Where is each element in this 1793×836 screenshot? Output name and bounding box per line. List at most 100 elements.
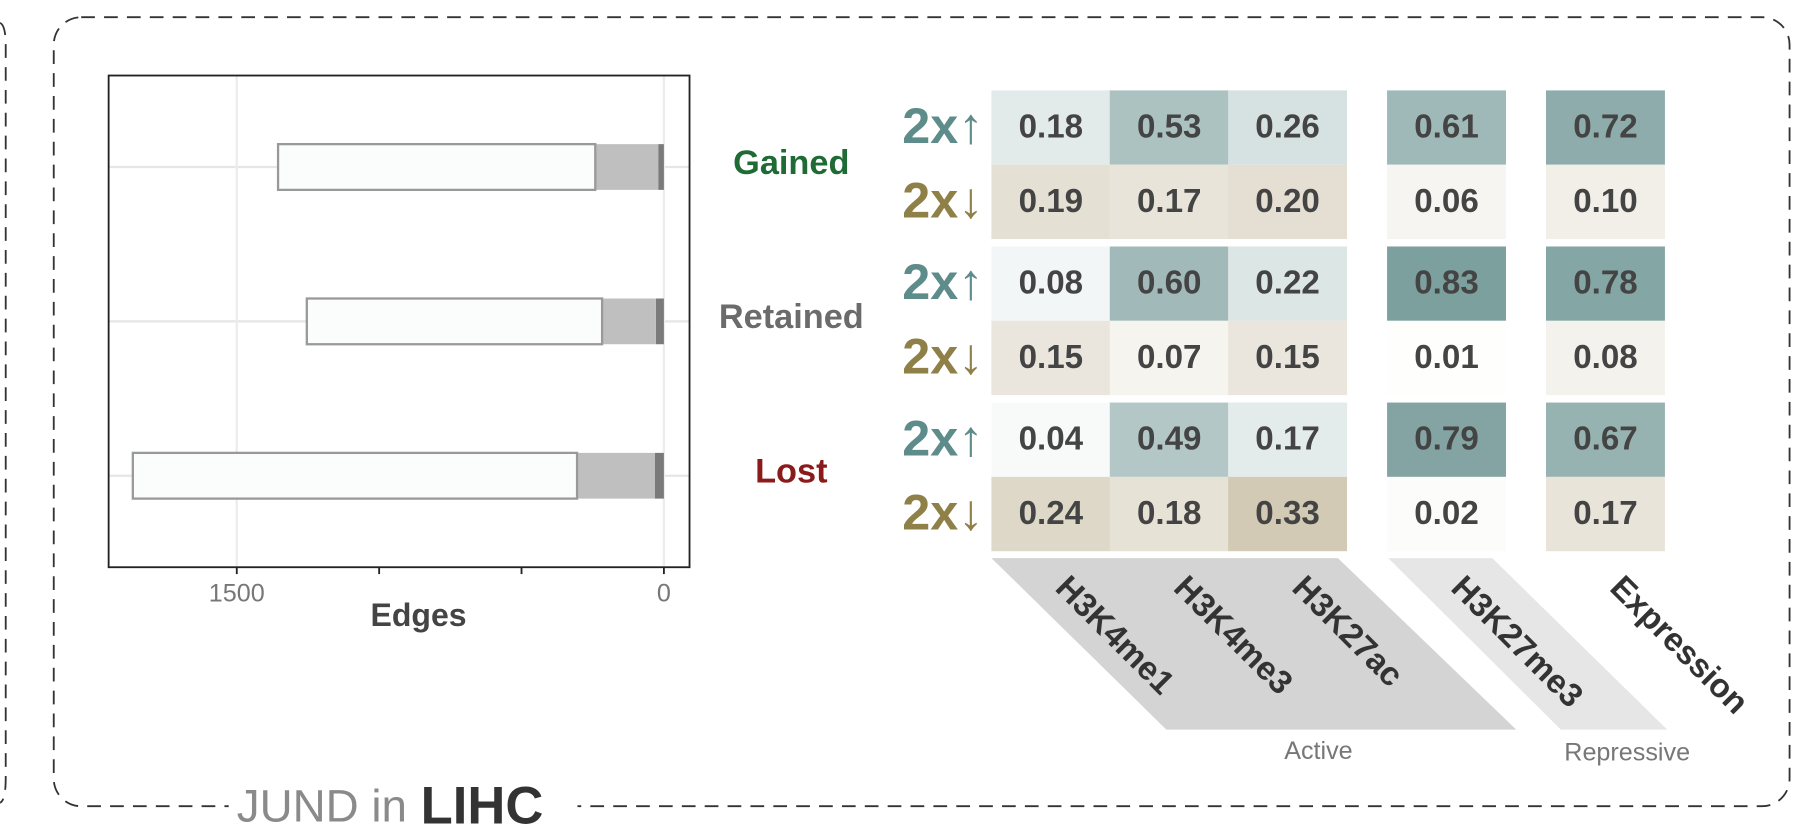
cell-label: 0.26 xyxy=(1255,108,1320,145)
cell-label: 0.83 xyxy=(1414,265,1479,302)
cell-label: 0.04 xyxy=(1019,421,1084,458)
cell-bg xyxy=(1109,90,1229,165)
heatmap-cell xyxy=(991,476,1111,552)
neighbor-border xyxy=(0,22,7,804)
heatmap-cell xyxy=(991,164,1111,240)
heatmap-cell xyxy=(991,246,1111,321)
x-tick-label: 0 xyxy=(657,579,671,607)
title-gap xyxy=(228,789,578,824)
heatmap-cell xyxy=(991,320,1111,396)
heatmap-cell xyxy=(1546,90,1665,165)
heatmap-cell xyxy=(1228,320,1348,396)
heatmap-cell xyxy=(1109,90,1229,165)
cell-label: 0.78 xyxy=(1573,265,1638,302)
cell-label: 0.17 xyxy=(1137,183,1202,220)
cell-label: 0.19 xyxy=(1019,183,1084,220)
bar-segment xyxy=(654,452,664,499)
cell-bg xyxy=(1387,320,1506,396)
row-label: 2x↑ xyxy=(902,253,983,310)
bar-segment xyxy=(595,144,659,190)
heatmap-cell xyxy=(1109,164,1229,240)
cell-bg xyxy=(1228,476,1348,552)
cell-label: 0.67 xyxy=(1573,421,1638,458)
cell-bg xyxy=(1228,402,1348,477)
cell-label: 0.02 xyxy=(1414,495,1479,532)
row-label: 2x↑ xyxy=(902,409,983,466)
cell-label: 0.49 xyxy=(1137,421,1202,458)
heatmap-cell xyxy=(1387,402,1506,477)
cell-label: 0.01 xyxy=(1414,339,1479,376)
heatmap-cell xyxy=(1228,402,1348,477)
row-label: 2x↓ xyxy=(902,484,983,541)
cell-bg xyxy=(991,320,1111,396)
panel-border xyxy=(52,16,1791,808)
x-axis-label: Edges xyxy=(371,597,467,633)
heatmap-cell xyxy=(1109,320,1229,396)
plot-frame xyxy=(107,74,691,569)
cell-label: 0.79 xyxy=(1414,421,1479,458)
cell-bg xyxy=(1228,246,1348,321)
cell-bg xyxy=(1228,164,1348,240)
heatmap-cell xyxy=(1228,90,1348,165)
cell-label: 0.33 xyxy=(1255,495,1320,532)
cell-bg xyxy=(1546,320,1665,396)
cell-bg xyxy=(991,90,1111,165)
heatmap-cell xyxy=(1546,476,1665,552)
cell-label: 0.22 xyxy=(1255,265,1320,302)
category-label: Gained xyxy=(733,144,849,182)
heatmap-cell xyxy=(1546,320,1665,396)
cell-bg xyxy=(1546,476,1665,552)
heatmap-cell xyxy=(1228,164,1348,240)
heatmap-cell xyxy=(1109,402,1229,477)
x-tick-label: 1500 xyxy=(209,579,265,607)
cell-label: 0.15 xyxy=(1019,339,1084,376)
heatmap-cell xyxy=(991,90,1111,165)
category-label: Retained xyxy=(719,298,864,336)
cell-bg xyxy=(1228,320,1348,396)
bar-segment xyxy=(305,297,604,346)
active-band xyxy=(991,558,1517,730)
cell-bg xyxy=(991,246,1111,321)
figure-title: JUND in LIHC xyxy=(237,777,544,836)
heatmap-cell xyxy=(1387,90,1506,165)
group-label: Repressive xyxy=(1564,738,1690,766)
cell-label: 0.15 xyxy=(1255,339,1320,376)
heatmap-cell xyxy=(1228,246,1348,321)
cell-label: 0.08 xyxy=(1019,265,1084,302)
cell-bg xyxy=(1109,476,1229,552)
bar-segment xyxy=(602,298,656,345)
repressive-band xyxy=(1388,558,1668,730)
cell-label: 0.06 xyxy=(1414,183,1479,220)
heatmap-cell xyxy=(1546,402,1665,477)
cell-label: 0.20 xyxy=(1255,183,1320,220)
heatmap-cell xyxy=(1387,164,1506,240)
cell-bg xyxy=(1387,476,1506,552)
cell-label: 0.18 xyxy=(1019,108,1084,145)
heatmap-cell xyxy=(1546,164,1665,240)
cell-bg xyxy=(991,476,1111,552)
cell-label: 0.10 xyxy=(1573,183,1638,220)
title-name: LIHC xyxy=(421,777,544,836)
cell-bg xyxy=(991,164,1111,240)
cell-bg xyxy=(1109,164,1229,240)
cell-label: 0.08 xyxy=(1573,339,1638,376)
group-label: Active xyxy=(1284,737,1352,765)
heatmap-cell xyxy=(1387,246,1506,321)
cell-label: 0.17 xyxy=(1573,495,1638,532)
heatmap-cell xyxy=(1109,476,1229,552)
cell-bg xyxy=(1546,164,1665,240)
bar-segment xyxy=(276,142,597,192)
row-label: 2x↓ xyxy=(902,171,983,228)
cell-label: 0.53 xyxy=(1137,108,1202,145)
bar-segment xyxy=(131,451,579,500)
cell-label: 0.07 xyxy=(1137,339,1202,376)
cell-label: 0.72 xyxy=(1573,108,1638,145)
bar-segment xyxy=(655,298,664,345)
cell-label: 0.24 xyxy=(1019,495,1084,532)
cell-bg xyxy=(1109,320,1229,396)
bar-segment xyxy=(658,144,664,190)
cell-label: 0.60 xyxy=(1137,265,1202,302)
heatmap-cell xyxy=(1228,476,1348,552)
cell-label: 0.17 xyxy=(1255,421,1320,458)
